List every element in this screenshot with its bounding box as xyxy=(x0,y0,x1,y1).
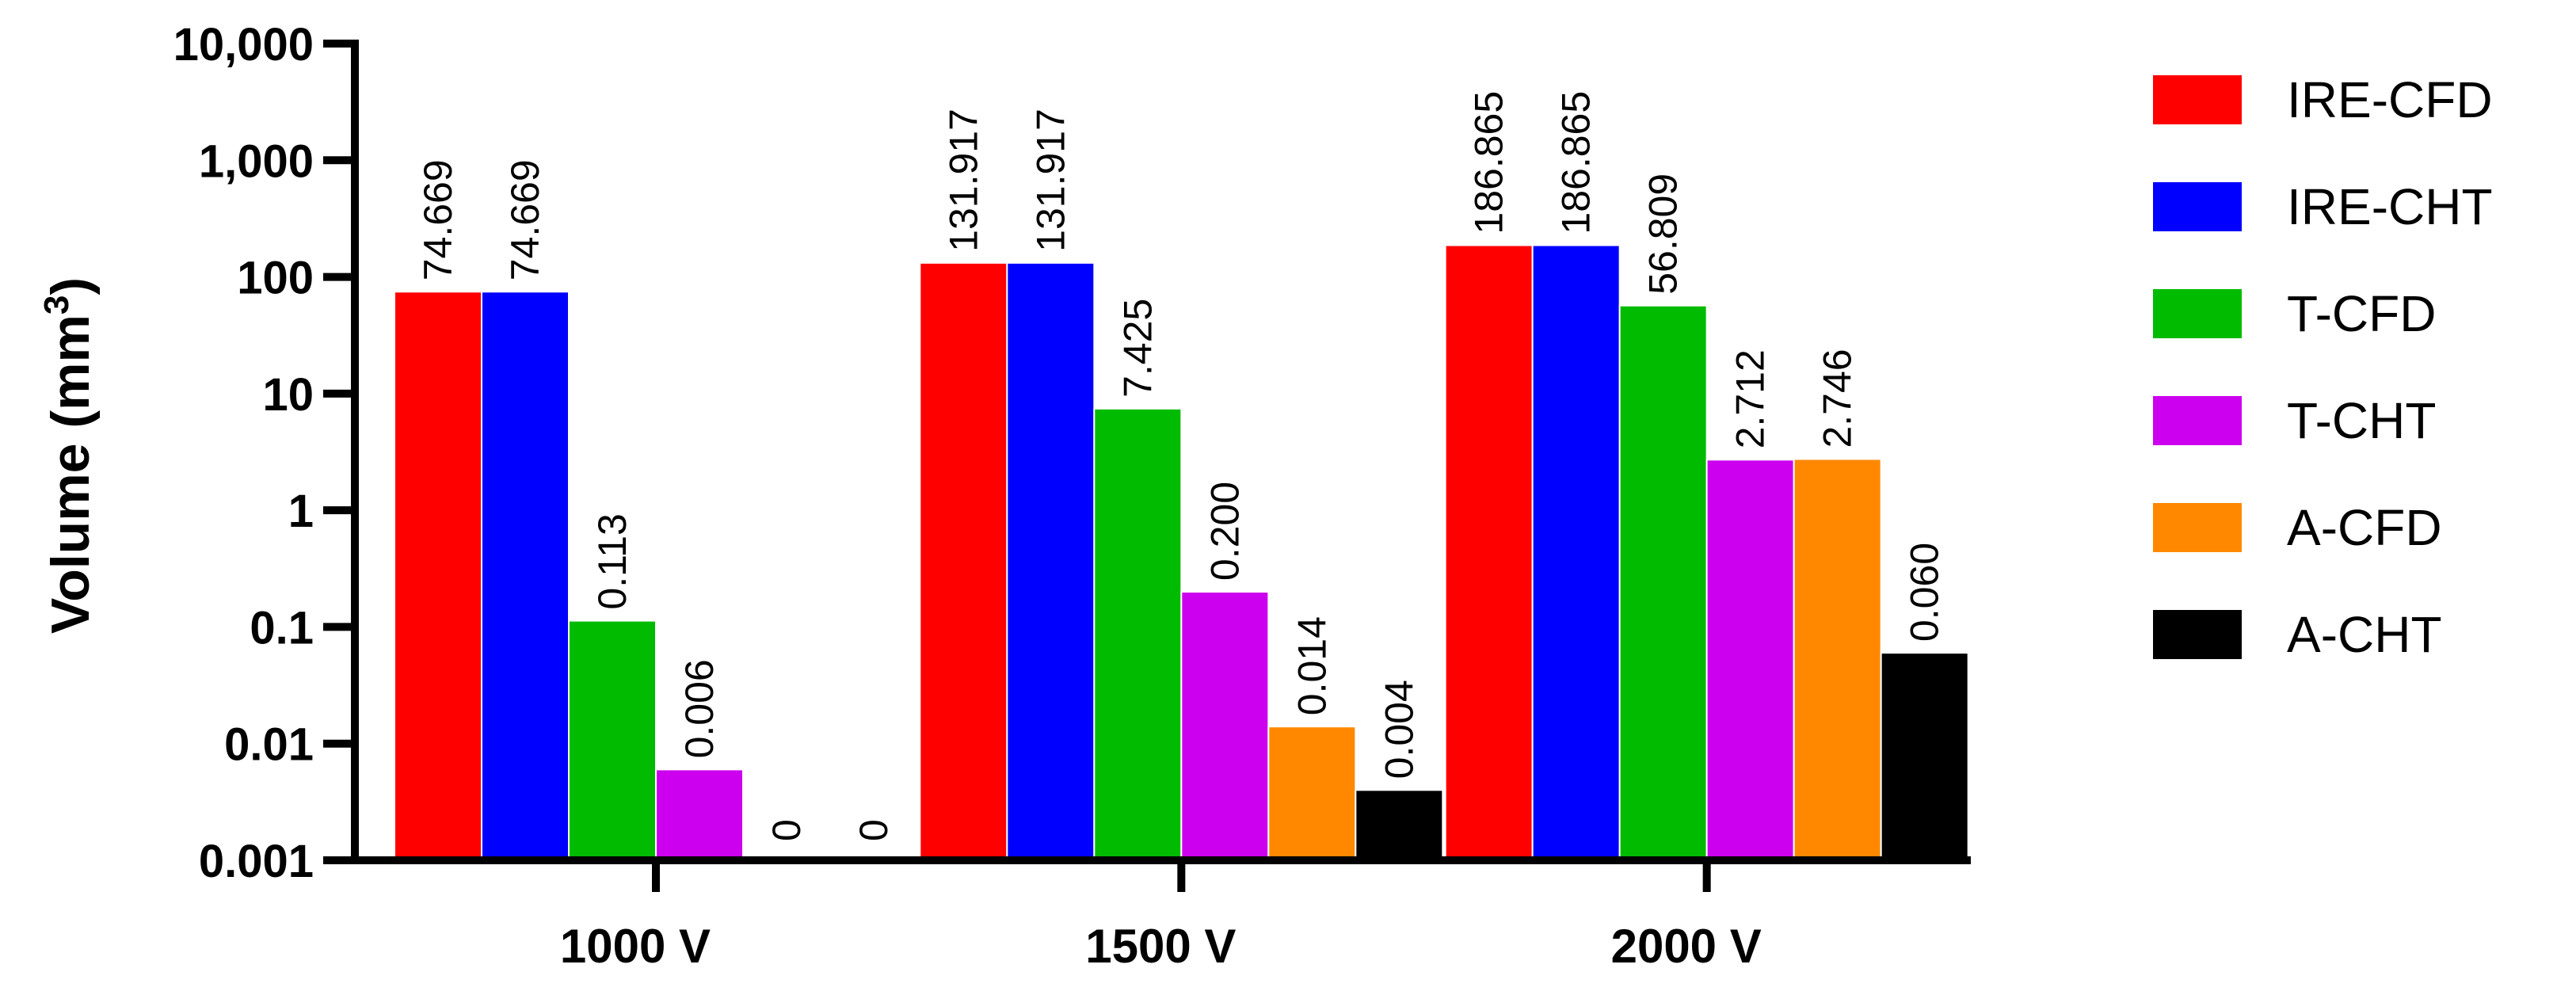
data-label: 7.425 xyxy=(1115,299,1160,398)
legend-label-ire-cfd: IRE-CFD xyxy=(2287,71,2493,128)
legend-label-t-cfd: T-CFD xyxy=(2287,285,2436,342)
y-tick-label: 100 xyxy=(237,253,314,304)
y-tick-label: 1 xyxy=(288,486,314,537)
data-label: 0.006 xyxy=(677,659,722,758)
legend-swatch-t-cht xyxy=(2153,396,2242,445)
y-tick-label: 10 xyxy=(262,369,314,421)
bar-t-cht-1500v xyxy=(1180,591,1270,861)
legend-label-a-cfd: A-CFD xyxy=(2287,499,2442,556)
legend-swatch-t-cfd xyxy=(2153,289,2242,338)
x-category-label: 2000 V xyxy=(1611,920,1762,973)
bar-ire-cfd-2000v xyxy=(1444,244,1534,861)
legend-swatch-a-cht xyxy=(2153,610,2242,659)
bar-ire-cfd-1000v xyxy=(394,291,482,861)
bar-ire-cht-1500v xyxy=(1006,261,1096,861)
y-tick-label: 1,000 xyxy=(199,135,314,187)
y-tick-label: 10,000 xyxy=(173,19,314,71)
legend-swatch-a-cfd xyxy=(2153,503,2242,552)
x-category-label: 1000 V xyxy=(560,920,711,973)
y-tick-label: 0.01 xyxy=(224,719,314,771)
bar-t-cht-2000v xyxy=(1705,459,1795,862)
bar-ire-cfd-1500v xyxy=(919,261,1008,861)
x-axis-categories: 1000 V 1500 V 2000 V xyxy=(560,860,1762,973)
y-tick-label: 0.001 xyxy=(199,836,314,887)
data-label: 74.669 xyxy=(503,159,547,280)
x-category-label: 1500 V xyxy=(1085,920,1236,973)
data-label: 56.809 xyxy=(1641,173,1686,295)
bar-t-cfd-1500v xyxy=(1093,407,1183,861)
y-axis-title: Volume (mm3) xyxy=(37,277,101,634)
bar-a-cfd-2000v xyxy=(1793,458,1882,862)
data-labels: 74.669 131.917 186.865 74.669 131.917 186.865… xyxy=(416,91,1947,841)
legend-label-a-cht: A-CHT xyxy=(2287,606,2442,663)
data-label: 0 xyxy=(852,819,896,841)
data-label: 131.917 xyxy=(1028,109,1073,252)
data-label: 0.004 xyxy=(1377,680,1421,779)
data-label: 186.865 xyxy=(1554,91,1599,234)
bar-a-cfd-1500v xyxy=(1267,726,1357,861)
legend-swatch-ire-cfd xyxy=(2153,75,2242,124)
bar-a-cht-1500v xyxy=(1355,789,1444,861)
data-label: 0.200 xyxy=(1202,482,1247,581)
legend: IRE-CFD IRE-CHT T-CFD T-CHT A-CFD A-CHT xyxy=(2153,71,2493,663)
bar-group xyxy=(394,244,1969,862)
legend-swatch-ire-cht xyxy=(2153,182,2242,231)
data-label: 0.113 xyxy=(590,513,634,609)
data-label: 131.917 xyxy=(941,109,985,252)
data-label: 2.746 xyxy=(1816,349,1860,448)
data-label: 2.712 xyxy=(1728,349,1773,448)
bar-t-cht-1000v xyxy=(655,768,744,862)
y-axis-ticks: 10,000 1,000 100 10 1 0.1 0.01 0.001 xyxy=(173,19,355,887)
data-label: 74.669 xyxy=(416,159,460,280)
legend-label-t-cht: T-CHT xyxy=(2287,392,2436,449)
data-label: 0 xyxy=(764,819,809,841)
legend-label-ire-cht: IRE-CHT xyxy=(2287,178,2493,235)
bar-a-cht-2000v xyxy=(1880,652,1969,861)
bar-t-cfd-1000v xyxy=(568,619,657,862)
data-label: 0.060 xyxy=(1903,543,1947,642)
bar-ire-cht-1000v xyxy=(481,291,570,861)
data-label: 186.865 xyxy=(1467,91,1511,234)
data-label: 0.014 xyxy=(1290,616,1334,715)
bar-ire-cht-2000v xyxy=(1531,244,1621,861)
y-tick-label: 0.1 xyxy=(250,602,314,654)
bar-t-cfd-2000v xyxy=(1618,304,1708,862)
